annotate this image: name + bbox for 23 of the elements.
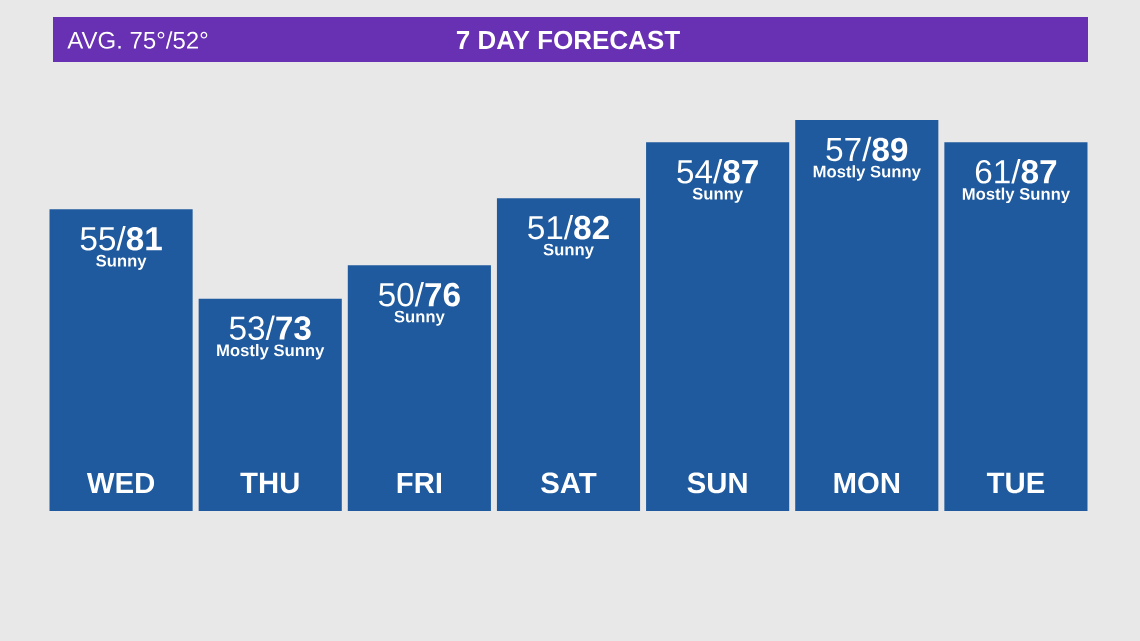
annotation: Sunny xyxy=(96,254,147,270)
annotation: Sunny xyxy=(692,187,744,203)
x-tick-label: MON xyxy=(834,472,900,494)
chart-title: 7 DAY FORECAST xyxy=(456,30,680,50)
data-label: 61/87 xyxy=(975,159,1057,184)
annotation: Sunny xyxy=(394,310,445,326)
annotation: Mostly Sunny xyxy=(962,187,1070,204)
data-label: 55/81 xyxy=(80,226,162,251)
x-tick-label: WED xyxy=(86,472,155,494)
x-tick-label: TUE xyxy=(986,472,1045,494)
x-tick-label: FRI xyxy=(397,472,442,494)
data-label: 50/76 xyxy=(378,281,460,307)
data-label: 54/87 xyxy=(677,159,758,184)
chart-subtitle: AVG. 75°/52° xyxy=(67,31,208,49)
x-tick-label: THU xyxy=(240,472,299,494)
annotation: Mostly Sunny xyxy=(813,165,921,181)
data-label: 51/82 xyxy=(528,214,609,240)
x-tick-label: SUN xyxy=(687,472,747,494)
annotation: Sunny xyxy=(543,243,594,259)
x-tick-label: SAT xyxy=(541,472,597,494)
data-label: 53/73 xyxy=(229,315,311,340)
annotation: Mostly Sunny xyxy=(217,343,325,360)
data-label: 57/89 xyxy=(826,136,908,162)
